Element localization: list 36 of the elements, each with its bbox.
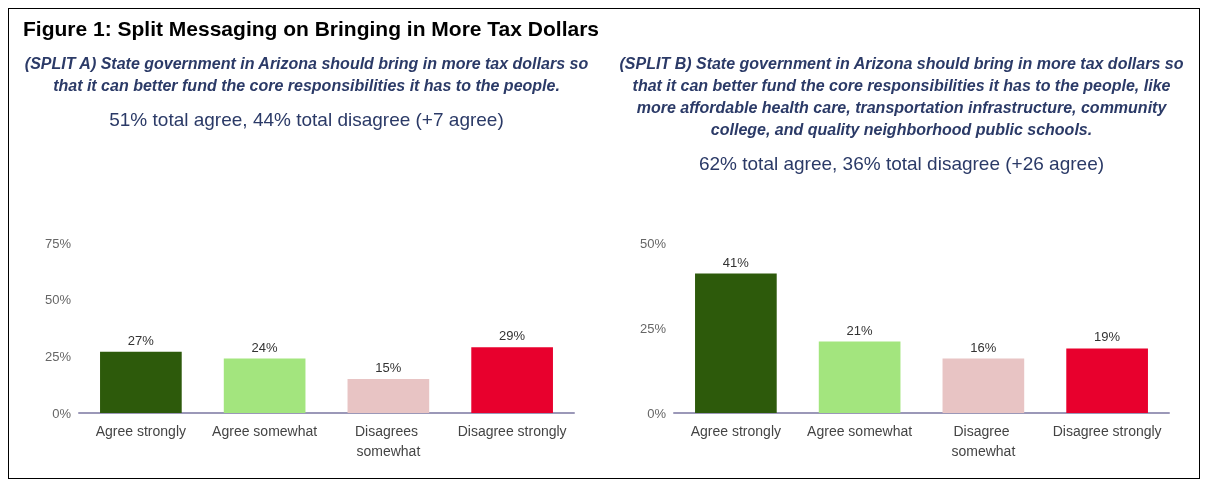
y-tick-label: 50% [639, 235, 667, 251]
bar [100, 351, 182, 413]
data-label: 41% [722, 254, 750, 270]
bar [1066, 348, 1148, 413]
bar [942, 358, 1025, 413]
data-label: 15% [375, 360, 402, 375]
y-tick-label: 75% [44, 235, 72, 251]
x-tick-label: Disagree somewhat [951, 423, 1016, 459]
x-tick-label: Agree strongly [690, 423, 782, 439]
chart-subtitle: (SPLIT A) State government in Arizona should bring in more tax dollars so that it can better fund the core responsibilities it has to the people. [23, 54, 590, 96]
bar [471, 347, 553, 413]
y-tick-label: 50% [44, 292, 72, 308]
text: 62% total agree, 36% total disagree (+26 agree) [697, 153, 1106, 175]
bar [223, 358, 306, 413]
y-tick-label: 0% [52, 405, 72, 421]
y-tick-label: 25% [639, 320, 667, 336]
x-tick-label: Disagrees somewhat [354, 423, 422, 459]
bar [347, 379, 430, 413]
chart-subtitle: (SPLIT B) State government in Arizona should bring in more tax dollars so that it can better fund the core responsibilities it has to the people, like more affordable health care, transportation infrastructure, community college, and quality neighborhood public schools. [618, 54, 1185, 140]
x-tick-label: Disagree strongly [1052, 423, 1162, 439]
text: 51% total agree, 44% total disagree (+7 agree) [108, 109, 505, 131]
x-tick-label: Disagree strongly [457, 423, 567, 439]
y-tick-label: 0% [647, 405, 667, 421]
x-tick-label: Agree strongly [95, 423, 187, 439]
data-label: 29% [499, 328, 526, 344]
x-tick-label: Agree somewhat [807, 423, 913, 439]
chart-title: Figure 1: Split Messaging on Bringing in More Tax Dollars [23, 17, 600, 40]
y-tick-label: 25% [44, 348, 72, 364]
bar [695, 273, 777, 413]
data-label: 27% [127, 332, 155, 348]
bar [818, 341, 901, 413]
data-label: 16% [970, 339, 997, 355]
data-label: 19% [1094, 329, 1121, 345]
x-tick-label: Agree somewhat [212, 423, 318, 439]
data-label: 24% [251, 339, 279, 355]
data-label: 21% [846, 322, 874, 338]
